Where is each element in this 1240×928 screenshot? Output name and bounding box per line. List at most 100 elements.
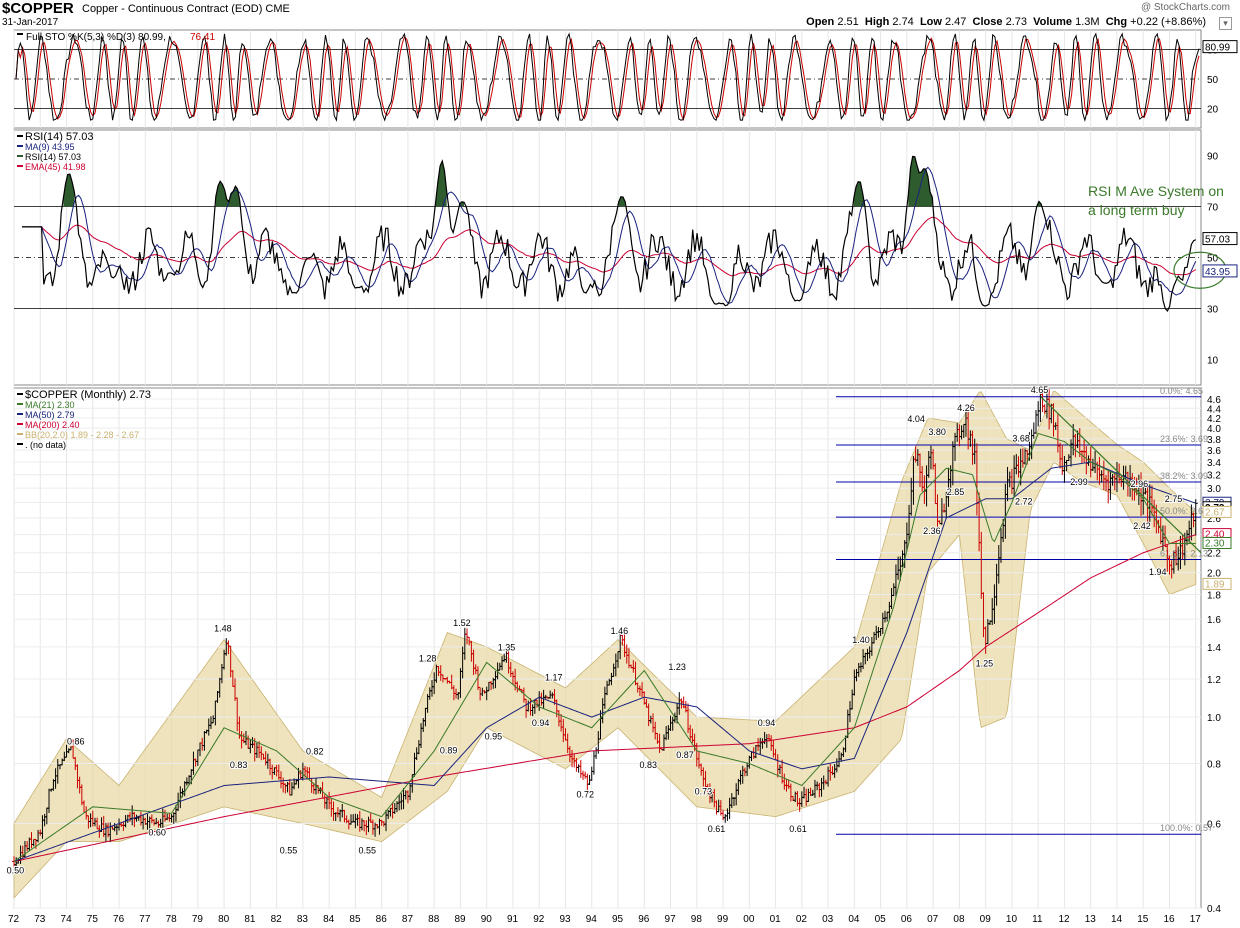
- price-y-tick: 1.2: [1207, 675, 1221, 686]
- high-label: High: [864, 16, 890, 28]
- x-tick-label: 09: [980, 914, 992, 925]
- price-legend-text: MA(200) 2.40: [25, 420, 80, 430]
- collapse-button[interactable]: ▾: [1219, 17, 1232, 30]
- sto-legend-swatch: [17, 33, 23, 35]
- x-tick-label: 99: [717, 914, 729, 925]
- price-y-tick: 1.8: [1207, 591, 1221, 602]
- x-tick-label: 12: [1058, 914, 1070, 925]
- price-y-tick: 4.0: [1207, 424, 1221, 435]
- close-value: 2.73: [1005, 16, 1027, 28]
- sto-k-tag-box: [1202, 40, 1238, 54]
- x-tick-label: 74: [61, 914, 73, 925]
- x-tick-label: 91: [507, 914, 519, 925]
- price-y-tick: 4.6: [1207, 395, 1221, 406]
- price-data-label: 2.72: [1015, 497, 1033, 507]
- x-tick-label: 95: [612, 914, 624, 925]
- price-tag: 1.89: [1205, 579, 1225, 590]
- x-tick-label: 04: [848, 914, 860, 925]
- price-panel: 0.40.60.81.01.21.41.61.82.02.22.42.62.83…: [6, 384, 1232, 915]
- ma-line-ma200: [13, 534, 1196, 862]
- price-y-tick: 2.2: [1207, 549, 1221, 560]
- price-data-label: 1.35: [498, 643, 516, 653]
- rsi-ma9-line: [22, 166, 1197, 304]
- price-data-label: 0.83: [230, 760, 248, 770]
- x-tick-label: 06: [901, 914, 913, 925]
- price-data-label: 2.75: [1165, 494, 1183, 504]
- price-data-label: 4.04: [907, 414, 925, 424]
- price-data-label: 1.48: [214, 623, 232, 633]
- price-data-label: 0.55: [359, 846, 377, 856]
- x-tick-label: 08: [953, 914, 965, 925]
- sto-k-tag: 80.99: [1205, 43, 1230, 54]
- rsi-annotation-note: RSI M Ave System on a long term buy: [1088, 183, 1224, 218]
- downtrend-line: [1040, 396, 1202, 554]
- x-tick-label: 14: [1111, 914, 1123, 925]
- price-data-label: 4.65: [1031, 385, 1049, 395]
- x-tick-label: 79: [192, 914, 204, 925]
- x-tick-label: 78: [166, 914, 178, 925]
- x-tick-label: 05: [875, 914, 887, 925]
- price-y-tick: 0.8: [1207, 760, 1221, 771]
- low-value: 2.47: [945, 16, 967, 28]
- sto-y-tick: 50: [1207, 75, 1219, 86]
- rsi-y-tick: 50: [1207, 254, 1219, 265]
- sto-k-line: [15, 32, 1200, 123]
- rsi-overbought-fill: [853, 181, 865, 207]
- price-y-tick: 3.8: [1207, 435, 1221, 446]
- rsi-legend-text: RSI(14) 57.03: [25, 131, 93, 143]
- price-data-label: 3.80: [928, 427, 946, 437]
- price-data-label: 2.99: [1070, 477, 1088, 487]
- price-data-label: 1.46: [611, 626, 629, 636]
- x-tick-label: 82: [271, 914, 283, 925]
- price-legend-swatch: [17, 443, 23, 445]
- chg-value: +0.22 (+8.86%): [1130, 16, 1206, 28]
- price-legend-text: . (no data): [25, 440, 66, 450]
- sto-legend-text: Full STO %K(5,3) %D(3) 80.99,: [26, 32, 166, 43]
- price-data-label: 0.83: [640, 760, 658, 770]
- fib-label: 23.6%: 3.69: [1160, 434, 1208, 444]
- price-y-tick: 3.4: [1207, 458, 1221, 469]
- price-data-label: 1.25: [976, 659, 994, 669]
- price-y-tick: 0.4: [1207, 904, 1221, 915]
- volume-label: Volume: [1033, 16, 1073, 28]
- volume-value: 1.3M: [1075, 16, 1100, 28]
- close-label: Close: [972, 16, 1003, 28]
- x-tick-label: 73: [34, 914, 46, 925]
- x-tick-label: 01: [770, 914, 782, 925]
- price-data-label: 0.72: [576, 790, 594, 800]
- rsi-tag: 57.03: [1205, 235, 1230, 246]
- price-data-label: 0.87: [676, 750, 694, 760]
- sto-legend-d-value: 76.41: [190, 32, 215, 43]
- x-tick-label: 13: [1085, 914, 1097, 925]
- rsi-y-tick: 90: [1207, 152, 1219, 163]
- price-data-label: 2.96: [1131, 479, 1149, 489]
- price-data-label: 0.73: [695, 787, 713, 797]
- rsi-legend-text: MA(9) 43.95: [25, 142, 75, 152]
- x-tick-label: 02: [796, 914, 808, 925]
- rsi-legend-swatch: [17, 135, 23, 137]
- chg-label: Chg: [1105, 16, 1128, 28]
- price-data-label: 2.36: [923, 526, 941, 536]
- rsi-ma-tag-box: [1202, 264, 1238, 278]
- price-y-tick: 3.0: [1207, 484, 1221, 495]
- price-tag-box: [1202, 505, 1232, 518]
- price-data-label: 1.94: [1149, 567, 1167, 577]
- low-label: Low: [919, 16, 942, 28]
- x-tick-label: 10: [1006, 914, 1018, 925]
- price-data-label: 3.68: [1012, 434, 1030, 444]
- price-tag-box: [1202, 577, 1232, 590]
- price-data-label: 2.42: [1133, 521, 1151, 531]
- x-tick-label: 87: [402, 914, 414, 925]
- x-tick-label: 83: [297, 914, 309, 925]
- x-tick-label: 80: [218, 914, 230, 925]
- x-tick-label: 77: [139, 914, 151, 925]
- chart-description: Copper - Continuous Contract (EOD) CME: [82, 3, 290, 15]
- x-tick-label: 76: [113, 914, 125, 925]
- rsi-legend-text: EMA(45) 41.98: [25, 162, 86, 172]
- price-legend-swatch: [17, 393, 23, 395]
- price-data-label: 0.55: [280, 846, 298, 856]
- price-legend-swatch: [17, 433, 23, 435]
- x-tick-label: 07: [927, 914, 939, 925]
- x-tick-label: 03: [822, 914, 834, 925]
- price-data-label: 0.89: [440, 745, 458, 755]
